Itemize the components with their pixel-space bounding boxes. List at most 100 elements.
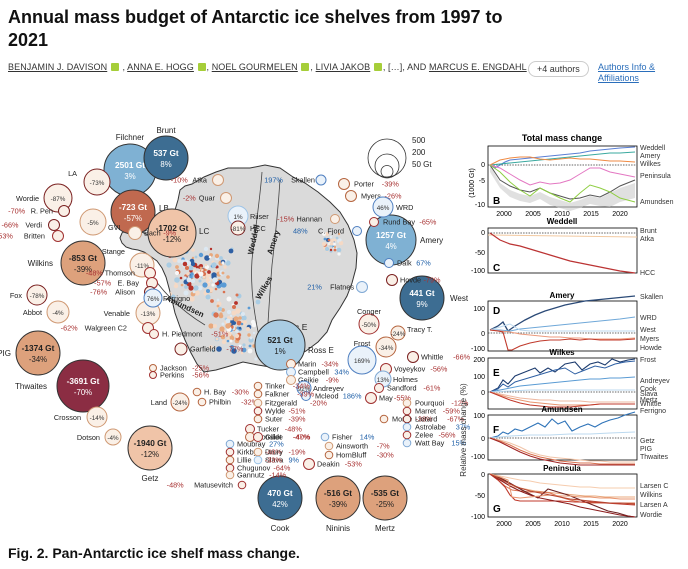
svg-text:Weddell: Weddell: [547, 217, 578, 226]
svg-text:Atka: Atka: [192, 176, 208, 185]
svg-text:-48%: -48%: [167, 481, 185, 490]
svg-text:-15%: -15%: [277, 215, 295, 224]
svg-text:Gannutz: Gannutz: [237, 471, 265, 480]
svg-text:197%: 197%: [264, 176, 283, 185]
svg-text:-24%: -24%: [391, 331, 406, 338]
svg-text:Ferrigno: Ferrigno: [163, 294, 190, 303]
svg-text:Philbin: Philbin: [209, 398, 231, 407]
svg-text:(1000 Gt): (1000 Gt): [469, 168, 476, 198]
svg-text:Dotson: Dotson: [77, 433, 100, 442]
svg-text:-53%: -53%: [0, 232, 13, 241]
svg-text:Peninsula: Peninsula: [640, 173, 671, 180]
svg-text:Howde: Howde: [640, 345, 662, 352]
svg-text:Myers: Myers: [640, 336, 660, 343]
svg-text:-3691 Gt: -3691 Gt: [67, 376, 100, 386]
svg-text:1%: 1%: [233, 214, 243, 221]
svg-text:-57%: -57%: [94, 279, 112, 288]
svg-text:Garfield: Garfield: [190, 345, 216, 354]
svg-text:-78%: -78%: [30, 293, 45, 300]
svg-text:-14%: -14%: [269, 471, 287, 480]
svg-text:3%: 3%: [124, 172, 135, 181]
svg-text:Amundsen: Amundsen: [541, 405, 582, 414]
svg-text:Frost: Frost: [640, 357, 656, 364]
svg-text:-51%: -51%: [211, 330, 229, 339]
svg-text:Matusevitch: Matusevitch: [194, 481, 233, 490]
svg-text:Brunt: Brunt: [640, 228, 657, 235]
svg-text:-7%: -7%: [377, 442, 390, 451]
svg-text:2020: 2020: [612, 521, 628, 528]
svg-text:Thwaites: Thwaites: [15, 382, 47, 391]
svg-text:Britten: Britten: [24, 232, 45, 241]
svg-text:76%: 76%: [147, 296, 160, 303]
svg-text:46%: 46%: [377, 205, 390, 212]
svg-text:PIG: PIG: [0, 349, 11, 358]
svg-text:F: F: [493, 425, 499, 436]
svg-text:Sandford: Sandford: [387, 384, 417, 393]
svg-text:Larsen A: Larsen A: [640, 502, 668, 509]
svg-text:Conger: Conger: [357, 307, 382, 316]
svg-text:-100: -100: [471, 268, 485, 275]
svg-text:Skallen: Skallen: [640, 294, 663, 301]
svg-text:Wilkes: Wilkes: [549, 348, 575, 357]
svg-text:-47%: -47%: [293, 433, 311, 442]
svg-text:Crosson: Crosson: [54, 413, 81, 422]
svg-text:2020: 2020: [612, 211, 628, 218]
svg-text:PIG: PIG: [640, 446, 652, 453]
svg-text:-50%: -50%: [362, 322, 377, 329]
svg-text:-39%: -39%: [382, 180, 400, 189]
svg-text:-723 Gt: -723 Gt: [119, 202, 147, 212]
svg-text:1%: 1%: [274, 347, 285, 356]
svg-text:-100: -100: [471, 346, 485, 353]
svg-text:100: 100: [473, 413, 485, 420]
svg-text:14%: 14%: [360, 433, 375, 442]
svg-text:D: D: [493, 306, 500, 317]
svg-text:Gillet: Gillet: [265, 433, 282, 442]
svg-text:-77%: -77%: [226, 345, 244, 354]
svg-text:-1940 Gt: -1940 Gt: [134, 438, 167, 448]
svg-text:-53%: -53%: [345, 460, 363, 469]
svg-text:Ross E: Ross E: [308, 346, 334, 355]
svg-text:-24%: -24%: [173, 400, 188, 407]
svg-text:Voyeykov: Voyeykov: [394, 365, 426, 374]
svg-text:H. Piedmont: H. Piedmont: [162, 330, 202, 339]
svg-text:Filchner: Filchner: [116, 133, 145, 142]
svg-text:WRD: WRD: [640, 315, 657, 322]
svg-text:Riiser: Riiser: [250, 212, 269, 221]
svg-text:521 Gt: 521 Gt: [267, 335, 293, 345]
svg-text:-50: -50: [475, 250, 485, 257]
svg-text:Whittle: Whittle: [640, 401, 662, 408]
svg-text:-62%: -62%: [61, 324, 79, 333]
svg-text:-100: -100: [471, 454, 485, 461]
svg-text:-70%: -70%: [8, 207, 26, 216]
svg-text:-50: -50: [475, 493, 485, 500]
svg-text:-39%: -39%: [289, 415, 307, 424]
svg-text:Suter: Suter: [265, 415, 283, 424]
svg-text:Mertz: Mertz: [375, 524, 395, 533]
svg-text:West: West: [450, 294, 469, 303]
svg-text:Venable: Venable: [104, 309, 130, 318]
svg-text:Hannan: Hannan: [296, 215, 322, 224]
svg-text:4%: 4%: [385, 242, 396, 251]
svg-text:Watt Bay: Watt Bay: [415, 439, 445, 448]
svg-text:-12%: -12%: [141, 450, 159, 459]
svg-text:Amery: Amery: [640, 153, 661, 160]
svg-text:0: 0: [481, 472, 485, 479]
svg-text:9%: 9%: [416, 300, 427, 309]
svg-text:1257 Gt: 1257 Gt: [376, 230, 406, 240]
svg-text:-61%: -61%: [423, 384, 441, 393]
svg-text:-535 Gt: -535 Gt: [371, 488, 399, 498]
svg-text:B: B: [493, 196, 500, 207]
svg-text:Wilkes: Wilkes: [640, 161, 661, 168]
svg-text:Abbot: Abbot: [23, 308, 42, 317]
svg-text:-2%: -2%: [183, 194, 196, 203]
svg-text:Brunt: Brunt: [156, 126, 176, 135]
svg-text:WRD: WRD: [396, 203, 413, 212]
svg-text:537 Gt: 537 Gt: [153, 148, 179, 158]
svg-text:-14%: -14%: [90, 415, 105, 422]
svg-text:Fisher: Fisher: [332, 433, 353, 442]
svg-text:-65%: -65%: [419, 218, 437, 227]
svg-text:Nininis: Nininis: [326, 524, 350, 533]
svg-text:-39%: -39%: [297, 390, 315, 399]
svg-text:100: 100: [473, 306, 485, 313]
svg-text:-56%: -56%: [430, 365, 448, 374]
